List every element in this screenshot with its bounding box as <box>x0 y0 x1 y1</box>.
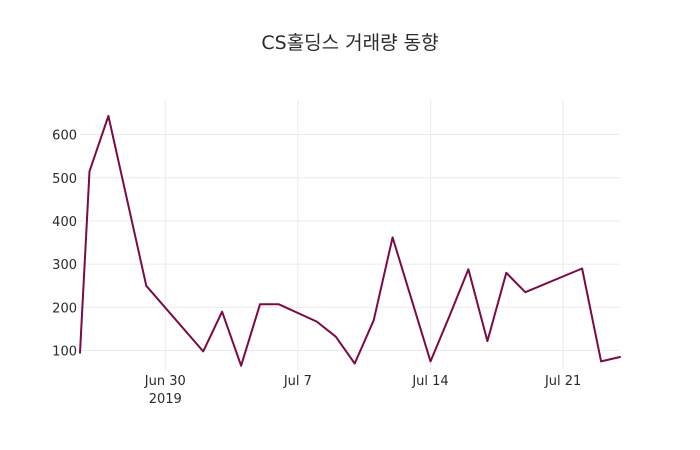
y-tick-label: 300 <box>52 258 77 273</box>
x-tick-label: Jul 7 <box>283 374 312 389</box>
x-tick-sublabel: 2019 <box>149 392 182 407</box>
x-axis: Jun 30 2019 Jul 7 Jul 14 Jul 21 <box>144 374 582 407</box>
x-tick-label: Jul 14 <box>411 374 448 389</box>
grid <box>80 100 620 370</box>
y-tick-label: 200 <box>52 301 77 316</box>
y-tick-label: 400 <box>52 215 77 230</box>
x-tick-label: Jul 21 <box>544 374 581 389</box>
series-layer <box>79 115 621 367</box>
x-tick-label: Jun 30 <box>144 374 186 389</box>
y-axis: 100 200 300 400 500 600 <box>52 129 77 360</box>
y-tick-label: 100 <box>52 345 77 360</box>
chart-title: CS홀딩스 거래량 동향 <box>261 32 438 54</box>
y-tick-label: 600 <box>52 129 77 144</box>
y-tick-label: 500 <box>52 172 77 187</box>
series-line-0 <box>79 115 621 367</box>
